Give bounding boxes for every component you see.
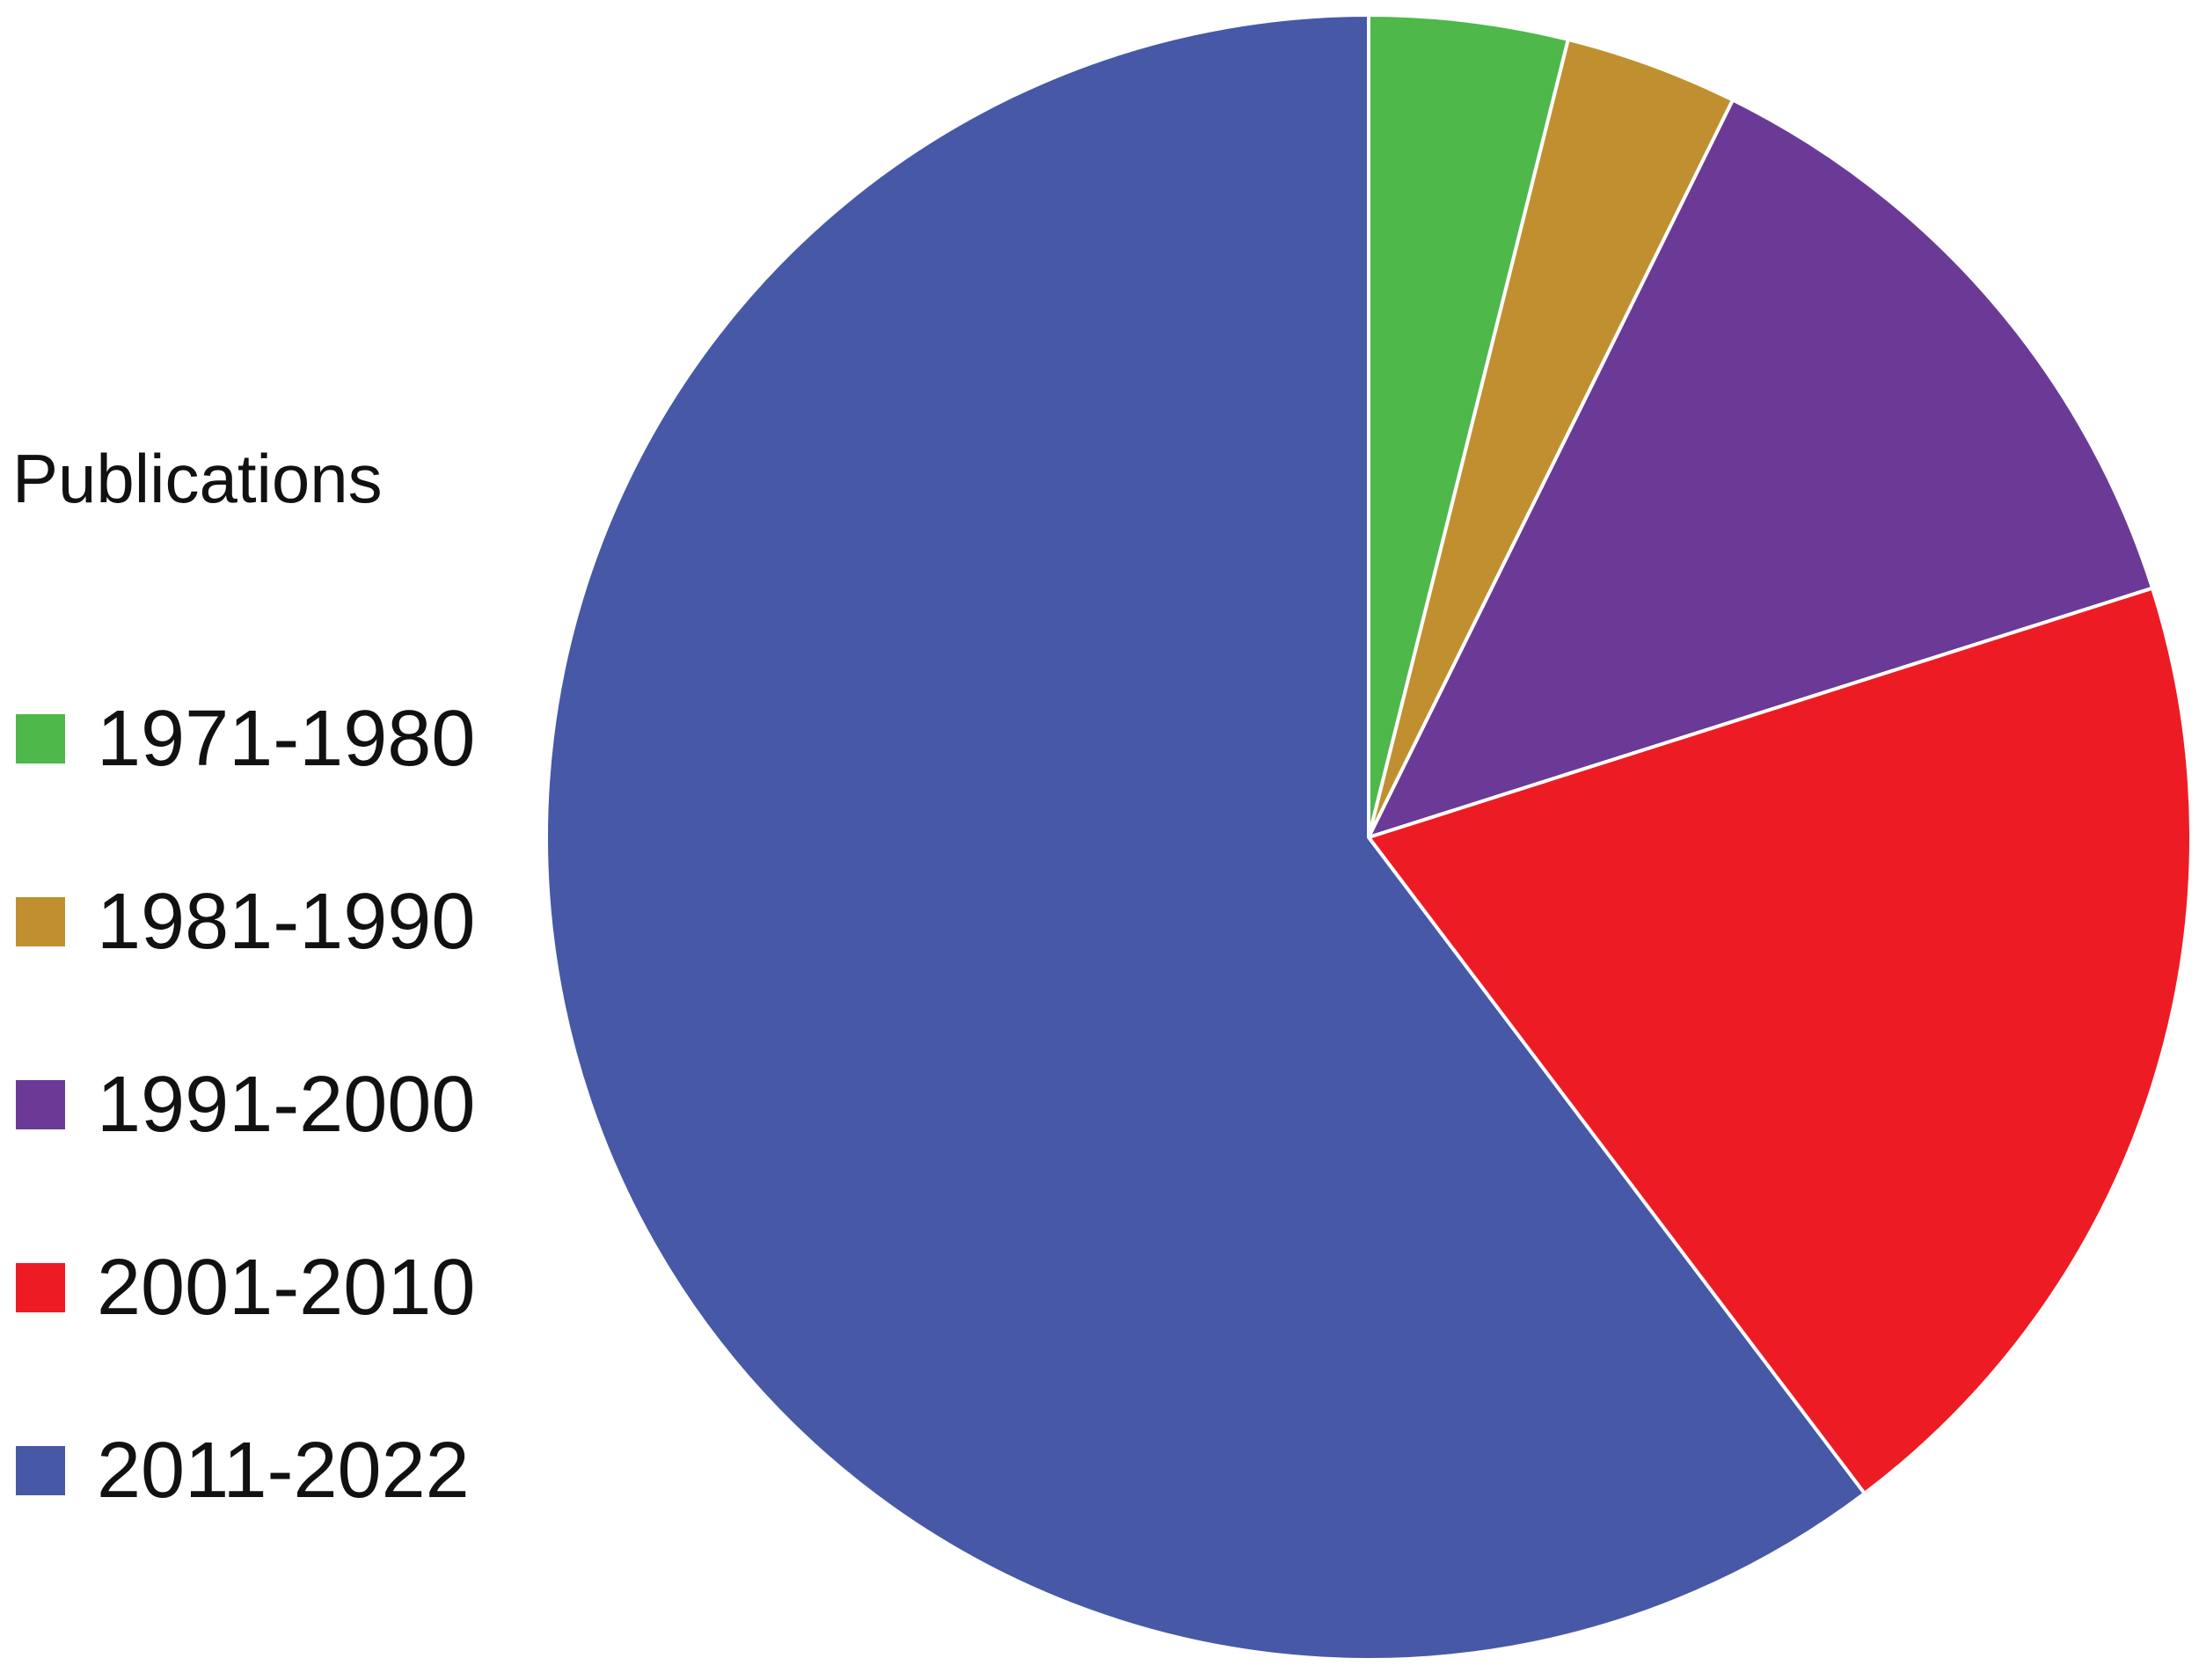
legend-swatch <box>16 897 65 946</box>
legend-label: 1971-1980 <box>97 695 476 783</box>
pie-slice-1991-2000 <box>1367 98 2155 839</box>
legend-swatch <box>16 1446 65 1495</box>
legend-swatch <box>16 1080 65 1129</box>
legend-swatch <box>16 1263 65 1312</box>
legend-item-1991-2000: 1991-2000 <box>16 1065 475 1144</box>
pie-slice-2001-2010 <box>1367 586 2193 1495</box>
pie-slice-2011-2022 <box>544 13 1867 1662</box>
legend-label: 1991-2000 <box>97 1061 476 1149</box>
legend-swatch <box>16 714 65 763</box>
legend-item-1981-1990: 1981-1990 <box>16 882 475 961</box>
legend-item-2001-2010: 2001-2010 <box>16 1248 475 1327</box>
legend-item-2011-2022: 2011-2022 <box>16 1431 470 1510</box>
legend-item-1971-1980: 1971-1980 <box>16 699 475 778</box>
legend-label: 2001-2010 <box>97 1244 476 1332</box>
legend-title: Publications <box>12 440 383 517</box>
legend-label: 2011-2022 <box>97 1427 470 1515</box>
legend-label: 1981-1990 <box>97 878 476 966</box>
